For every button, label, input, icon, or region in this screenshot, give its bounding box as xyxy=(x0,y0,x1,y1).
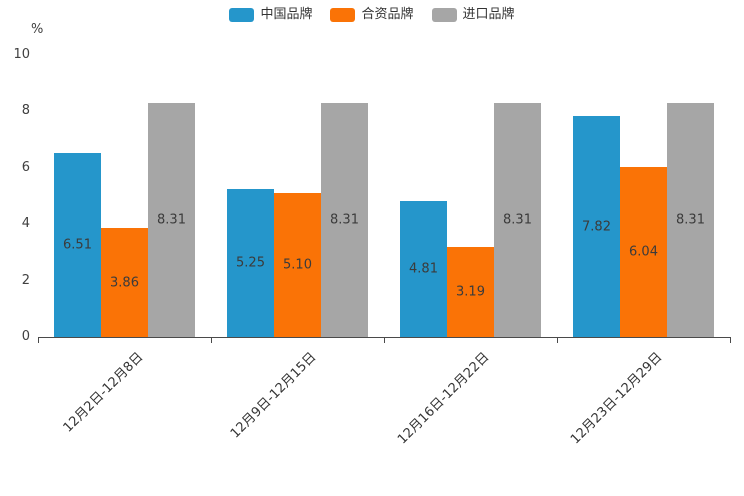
bar-value-label: 5.25 xyxy=(236,255,265,271)
x-axis-category-label: 12月2日-12月8日 xyxy=(60,349,146,436)
bar-import-brand-group4[interactable] xyxy=(667,102,714,337)
bar-value-label: 8.31 xyxy=(157,212,186,228)
x-axis-category-label: 12月23日-12月29日 xyxy=(567,349,665,448)
bar-value-label: 8.31 xyxy=(503,212,532,228)
bar-value-label: 7.82 xyxy=(582,219,611,235)
legend-item-import-brand[interactable]: 进口品牌 xyxy=(431,7,515,22)
y-axis-tick-label: 10 xyxy=(13,47,30,62)
y-axis-tick-label: 4 xyxy=(21,216,30,232)
legend-swatch-import-brand-icon xyxy=(431,8,457,22)
legend-item-china-brand[interactable]: 中国品牌 xyxy=(229,8,312,22)
legend-label-import-brand: 进口品牌 xyxy=(462,7,515,22)
bar-import-brand-group2[interactable] xyxy=(321,102,368,337)
legend-swatch-china-brand-icon xyxy=(229,8,255,22)
bar-value-label: 3.19 xyxy=(456,284,485,300)
bar-china-brand-group3[interactable] xyxy=(400,201,447,337)
legend-label-china-brand: 中国品牌 xyxy=(260,7,313,22)
y-axis-unit-label: % xyxy=(31,22,44,37)
legend-swatch-joint-venture-brand-icon xyxy=(330,8,356,22)
bar-joint-venture-brand-group1[interactable] xyxy=(101,228,148,337)
legend-label-joint-venture-brand: 合资品牌 xyxy=(361,7,414,22)
bar-value-label: 6.51 xyxy=(63,237,92,253)
x-axis-tick xyxy=(557,337,558,343)
bar-value-label: 8.31 xyxy=(330,212,359,228)
bar-value-label: 8.31 xyxy=(676,212,705,228)
x-axis-tick xyxy=(211,337,212,343)
bar-import-brand-group1[interactable] xyxy=(148,102,195,337)
legend-item-joint-venture-brand[interactable]: 合资品牌 xyxy=(330,7,414,22)
bar-value-label: 5.10 xyxy=(283,257,312,273)
bar-joint-venture-brand-group2[interactable] xyxy=(274,193,321,337)
bar-china-brand-group1[interactable] xyxy=(54,153,101,337)
x-axis-category-label: 12月9日-12月15日 xyxy=(227,349,319,442)
bar-import-brand-group3[interactable] xyxy=(494,102,541,337)
bar-china-brand-group2[interactable] xyxy=(227,188,274,337)
bar-value-label: 6.04 xyxy=(629,244,658,260)
y-axis-tick-label: 2 xyxy=(21,272,30,288)
x-axis-category-label: 12月16日-12月22日 xyxy=(394,349,492,448)
legend: 中国品牌 合资品牌 进口品牌 xyxy=(0,8,744,22)
x-axis-tick xyxy=(730,337,731,343)
bar-value-label: 4.81 xyxy=(409,261,438,277)
x-axis-tick xyxy=(384,337,385,343)
y-axis-tick-label: 8 xyxy=(21,103,30,119)
y-axis-tick-label: 0 xyxy=(21,329,30,344)
bar-value-label: 3.86 xyxy=(110,275,139,291)
bar-joint-venture-brand-group3[interactable] xyxy=(447,247,494,337)
x-axis-tick xyxy=(38,337,39,343)
bar-joint-venture-brand-group4[interactable] xyxy=(620,166,667,337)
bar-china-brand-group4[interactable] xyxy=(573,116,620,337)
y-axis-tick-label: 6 xyxy=(21,159,30,175)
